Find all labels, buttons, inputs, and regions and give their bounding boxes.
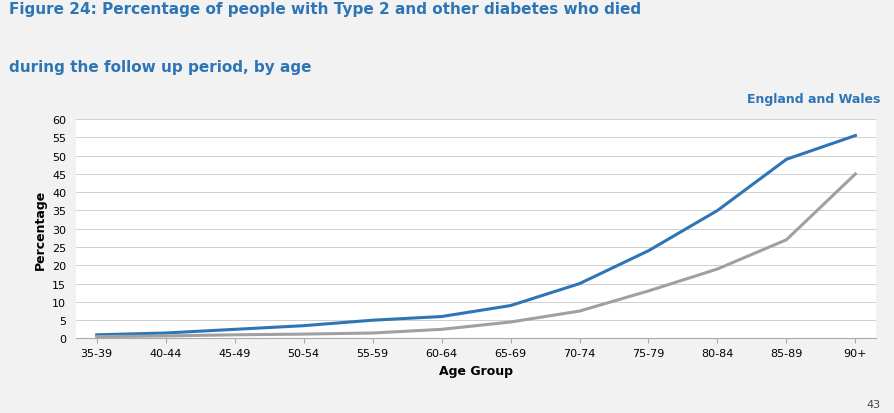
Text: England and Wales: England and Wales <box>747 93 881 105</box>
Complete <box>160 334 171 339</box>
Incomplete <box>505 303 516 308</box>
Legend: Incomplete, Complete: Incomplete, Complete <box>361 411 591 413</box>
Text: during the follow up period, by age: during the follow up period, by age <box>9 60 311 75</box>
Incomplete <box>299 323 309 328</box>
Incomplete <box>574 282 585 287</box>
Text: 43: 43 <box>866 399 881 409</box>
Complete <box>229 332 240 337</box>
Incomplete <box>436 314 447 319</box>
Text: Figure 24: Percentage of people with Type 2 and other diabetes who died: Figure 24: Percentage of people with Typ… <box>9 2 641 17</box>
Incomplete <box>781 157 792 162</box>
Complete <box>574 309 585 314</box>
X-axis label: Age Group: Age Group <box>439 364 513 377</box>
Complete <box>850 172 861 177</box>
Incomplete <box>229 327 240 332</box>
Incomplete <box>643 249 654 254</box>
Complete <box>367 331 378 336</box>
Complete <box>713 267 723 272</box>
Incomplete <box>850 134 861 139</box>
Incomplete <box>367 318 378 323</box>
Complete <box>299 332 309 337</box>
Y-axis label: Percentage: Percentage <box>34 189 46 269</box>
Complete <box>505 320 516 325</box>
Incomplete <box>160 331 171 336</box>
Complete <box>781 238 792 243</box>
Incomplete <box>713 209 723 214</box>
Line: Incomplete: Incomplete <box>97 136 856 335</box>
Complete <box>436 327 447 332</box>
Complete <box>91 335 102 339</box>
Complete <box>643 289 654 294</box>
Line: Complete: Complete <box>97 174 856 337</box>
Incomplete <box>91 332 102 337</box>
